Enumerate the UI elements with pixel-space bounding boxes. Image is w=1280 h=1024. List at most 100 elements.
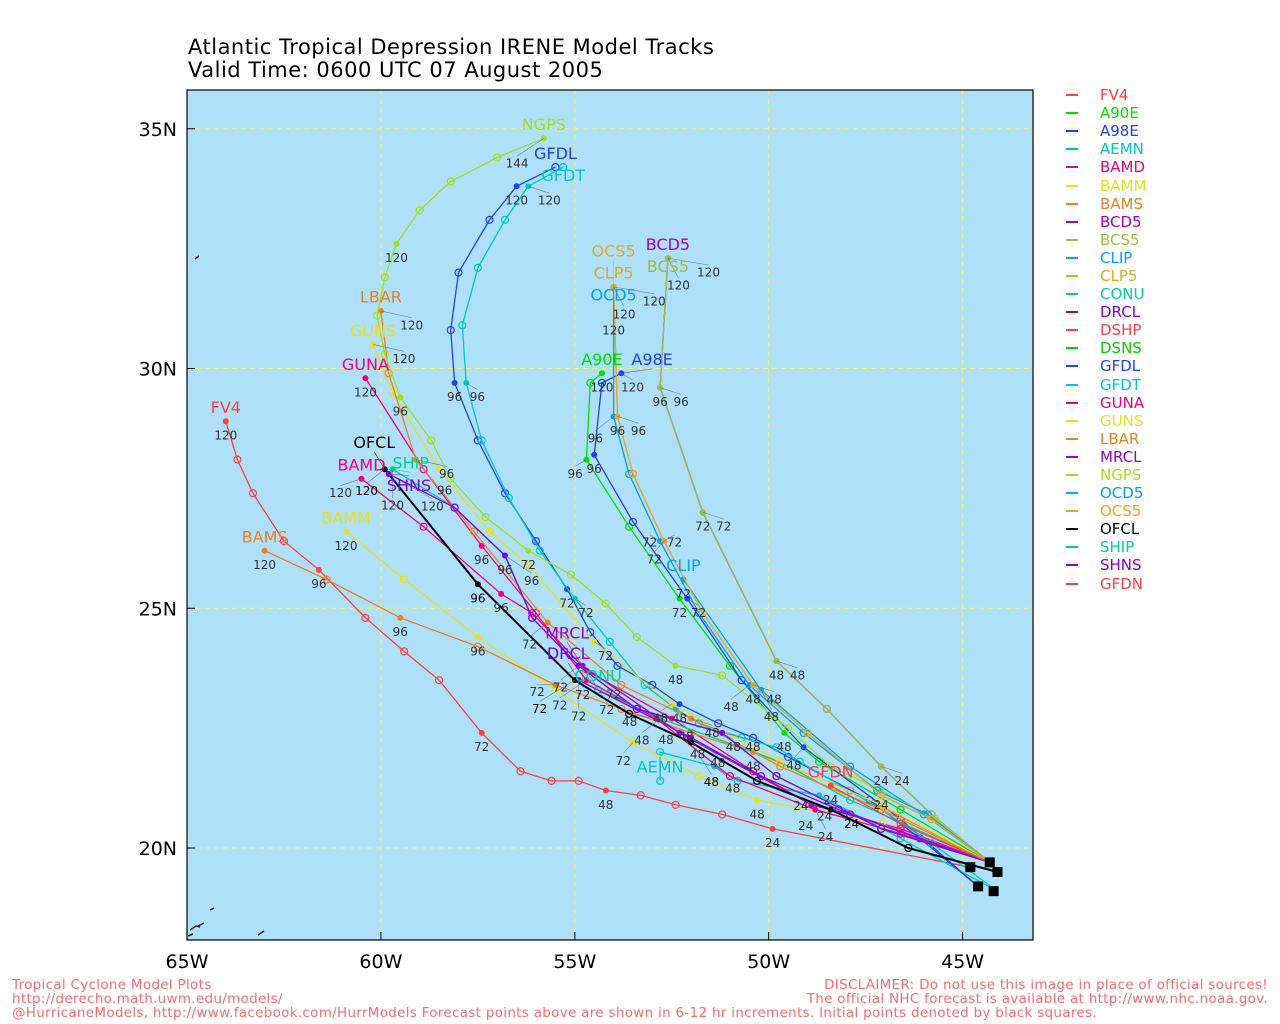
labels-layer: 24487296120FV4487296120A90E487296120A98E… (211, 115, 910, 850)
footer-right-2: The official NHC forecast is available a… (806, 991, 1268, 1007)
legend-label: FV4 (1100, 86, 1129, 105)
forecast-point (504, 493, 513, 503)
legend-label: MRCL (1100, 447, 1142, 466)
forecast-point (427, 436, 436, 445)
hour-label: 48 (634, 733, 649, 747)
label-leader-line (617, 416, 639, 424)
hour-label: 72 (676, 587, 691, 601)
forecast-point (485, 527, 494, 536)
hour-label: 48 (704, 726, 719, 740)
forecast-point (458, 321, 467, 330)
track-ngps (372, 135, 991, 863)
hour-label: 96 (493, 601, 508, 615)
model-label: CONU (574, 667, 621, 686)
forecast-point (613, 661, 622, 670)
label-leader-line (687, 598, 699, 606)
title-line-2: Valid Time: 0600 UTC 07 August 2005 (188, 58, 604, 82)
forecast-point (776, 762, 785, 771)
forecast-point (473, 642, 482, 651)
island-shape (194, 255, 200, 260)
footer-credits: Tropical Cyclone Model Plots http://dere… (12, 978, 1097, 1020)
y-tick-label: 30N (139, 359, 177, 381)
legend-swatch (1066, 365, 1078, 368)
hour-label: 96 (447, 390, 462, 404)
hour-label: 120 (602, 323, 625, 337)
hour-label: 96 (673, 395, 688, 409)
hour-label: 72 (553, 681, 568, 695)
hour-label: 48 (746, 692, 761, 706)
track-line (612, 286, 991, 863)
hour-label: 120 (381, 499, 404, 513)
model-label: OFCL (353, 433, 395, 452)
forecast-point (602, 787, 609, 794)
forecast-point (752, 776, 762, 785)
forecast-point (400, 575, 409, 584)
model-label: SHIP (392, 454, 429, 473)
label-leader-line (621, 368, 653, 374)
leader-lines-layer (340, 138, 903, 830)
label-leader-line (814, 809, 827, 830)
forecast-point (671, 800, 680, 809)
footer-right-1: DISCLAIMER: Do not use this image in pla… (824, 977, 1268, 993)
forecast-point (656, 776, 665, 785)
hour-label: 120 (392, 352, 415, 366)
track-line (659, 751, 998, 892)
legend-swatch (1066, 419, 1078, 422)
legend-item-a90e: A90E (1066, 104, 1146, 122)
label-leader-line (504, 555, 532, 574)
legend-swatch (1066, 347, 1078, 350)
track-a90e (583, 370, 991, 863)
hour-label: 72 (559, 596, 574, 610)
hour-label: 96 (470, 390, 485, 404)
hour-label: 96 (439, 467, 454, 481)
legend-label: DSNS (1100, 339, 1142, 358)
legend-label: GFDN (1100, 574, 1144, 593)
model-label: AEMN (637, 758, 684, 777)
hour-label: 24 (823, 793, 838, 807)
legend-label: CLIP (1100, 248, 1133, 267)
forecast-point (434, 676, 444, 685)
hour-label: 48 (658, 733, 673, 747)
label-leader-line (629, 714, 657, 719)
legend-item-conu: CONU (1066, 285, 1146, 303)
label-leader-line (415, 459, 447, 467)
forecast-point (525, 547, 532, 554)
forecast-point (772, 743, 781, 752)
legend-item-dshp: DSHP (1066, 321, 1146, 339)
legend-swatch (1066, 220, 1078, 223)
legend-item-guns: GUNS (1066, 412, 1146, 430)
legend-label: CLP5 (1100, 266, 1138, 285)
label-leader-line (529, 622, 548, 638)
legend-swatch (1066, 474, 1078, 477)
legend-label: AEMN (1100, 140, 1144, 159)
forecast-point (676, 701, 683, 708)
hour-label: 120 (335, 539, 358, 553)
legend-swatch (1066, 293, 1078, 296)
hour-label: 24 (818, 830, 833, 844)
label-leader-line (675, 708, 687, 729)
legend-label: BAMM (1100, 176, 1147, 195)
legend-label: GFDT (1100, 375, 1141, 394)
forecast-point (714, 719, 723, 728)
track-gfdt (458, 163, 998, 892)
hour-label: 120 (697, 266, 720, 280)
legend-swatch (1066, 274, 1078, 277)
forecast-point (493, 153, 502, 162)
forecast-point (574, 776, 583, 785)
hour-label: 96 (568, 467, 583, 481)
forecast-point (485, 215, 494, 224)
label-leader-line (722, 732, 734, 740)
legend-label: BCS5 (1100, 230, 1140, 249)
hour-label: 48 (749, 807, 764, 821)
legend-swatch (1066, 528, 1078, 531)
forecast-point (516, 767, 525, 776)
forecast-point (772, 771, 781, 781)
hour-label: 48 (704, 775, 719, 789)
hour-label: 96 (524, 574, 539, 588)
forecast-point (446, 474, 455, 483)
hour-label: 96 (393, 625, 408, 639)
forecast-point (904, 843, 913, 853)
legend-swatch (1066, 455, 1078, 458)
hour-label: 72 (598, 649, 613, 663)
legend-label: OCS5 (1100, 502, 1142, 521)
